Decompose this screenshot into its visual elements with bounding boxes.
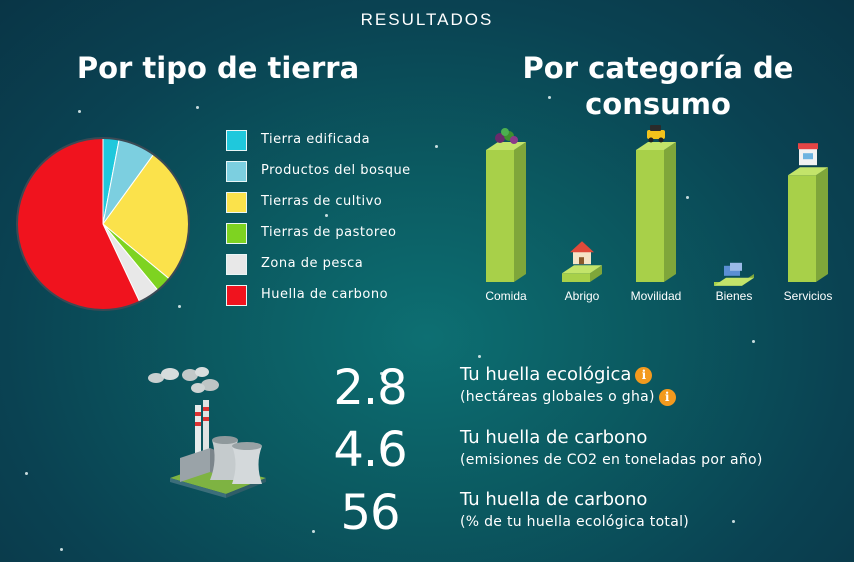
eco-footprint-label: Tu huella ecológica i: [460, 364, 653, 386]
eco-footprint-label-text: Tu huella ecológica: [460, 364, 632, 385]
carbon-percent-value: 56: [340, 485, 400, 541]
legend-swatch: [226, 192, 247, 213]
carbon-footprint-value: 4.6: [333, 422, 407, 478]
land-type-title: Por tipo de tierra: [76, 51, 360, 85]
eco-footprint-value: 2.8: [333, 360, 407, 416]
star: [686, 196, 689, 199]
carbon-percent-unit: (% de tu huella ecológica total): [460, 514, 690, 530]
star: [380, 372, 383, 375]
bar-label: Servicios: [784, 289, 833, 303]
results-header: RESULTADOS: [360, 10, 494, 29]
pie-outline: [16, 137, 190, 311]
legend-label: Productos del bosque: [261, 163, 411, 178]
bar-label: Abrigo: [565, 289, 600, 303]
star: [178, 305, 181, 308]
info-icon[interactable]: i: [635, 366, 653, 384]
car-icon: [647, 125, 665, 143]
legend-label: Zona de pesca: [261, 256, 364, 271]
star: [312, 530, 315, 533]
star: [478, 355, 481, 358]
consumption-bar-chart: Comida Abrigo Movilidad Bienes Servicios: [485, 125, 833, 303]
eco-footprint-unit: (hectáreas globales o gha) i: [460, 388, 676, 406]
star: [25, 472, 28, 475]
bar-movilidad: Movilidad: [631, 125, 682, 303]
star: [435, 145, 438, 148]
consumption-title-line1: Por categoría de: [522, 51, 794, 85]
bar-label: Comida: [485, 289, 527, 303]
bar-abrigo: Abrigo: [562, 241, 602, 303]
carbon-footprint-label: Tu huella de carbono: [460, 427, 648, 448]
star: [78, 110, 81, 113]
consumption-title-line2: consumo: [585, 87, 731, 121]
star: [732, 520, 735, 523]
legend-swatch: [226, 130, 247, 151]
star: [325, 214, 328, 217]
carbon-percent-label: Tu huella de carbono: [460, 489, 648, 510]
star: [752, 340, 755, 343]
legend-label: Tierras de pastoreo: [261, 225, 397, 240]
power-plant-icon: [148, 367, 266, 498]
star: [548, 96, 551, 99]
star: [60, 548, 63, 551]
info-icon[interactable]: i: [658, 388, 676, 406]
bar-label: Movilidad: [631, 289, 682, 303]
goods-icon: [724, 262, 742, 276]
legend-swatch: [226, 285, 247, 306]
eco-footprint-unit-text: (hectáreas globales o gha): [460, 389, 655, 405]
legend-swatch: [226, 254, 247, 275]
legend-swatch: [226, 161, 247, 182]
legend-swatch: [226, 223, 247, 244]
legend-label: Tierras de cultivo: [261, 194, 383, 209]
bar-comida: Comida: [485, 128, 527, 303]
bar-bienes: Bienes: [714, 262, 754, 303]
carbon-footprint-unit: (emisiones de CO2 en toneladas por año): [460, 452, 763, 468]
food-basket-icon: [495, 128, 518, 144]
legend-label: Huella de carbono: [261, 287, 389, 302]
bar-label: Bienes: [716, 289, 753, 303]
store-icon: [798, 143, 818, 166]
bar-servicios: Servicios: [784, 143, 833, 303]
consumption-title: Por categoría de consumo: [488, 50, 828, 122]
house-icon: [570, 241, 594, 265]
land-type-pie-chart: [16, 137, 190, 311]
legend-label: Tierra edificada: [261, 132, 371, 147]
star: [196, 106, 199, 109]
